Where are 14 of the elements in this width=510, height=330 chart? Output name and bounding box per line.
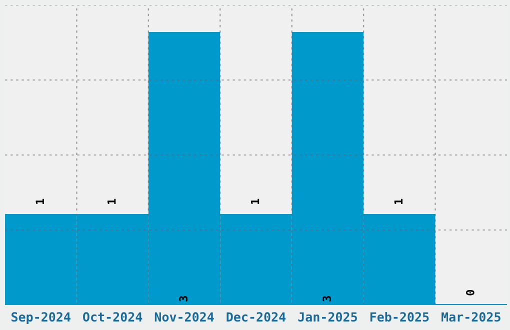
x-tick-label: Dec-2024 bbox=[226, 312, 286, 322]
x-tick-label: Oct-2024 bbox=[83, 312, 142, 322]
x-tick-label: Feb-2025 bbox=[370, 312, 429, 322]
data-label: 1 bbox=[250, 198, 260, 204]
data-label: 1 bbox=[108, 198, 116, 204]
data-label: 3 bbox=[179, 296, 188, 302]
data-label: 1 bbox=[36, 198, 44, 204]
x-tick-label: Jan-2025 bbox=[298, 312, 357, 322]
x-tick-label: Mar-2025 bbox=[442, 312, 500, 322]
data-label: 0 bbox=[466, 290, 474, 296]
data-label: 1 bbox=[394, 198, 402, 204]
x-tick-label: Nov-2024 bbox=[154, 312, 214, 322]
x-tick-label: Sep-2024 bbox=[12, 312, 70, 324]
data-label: 3 bbox=[322, 296, 331, 302]
